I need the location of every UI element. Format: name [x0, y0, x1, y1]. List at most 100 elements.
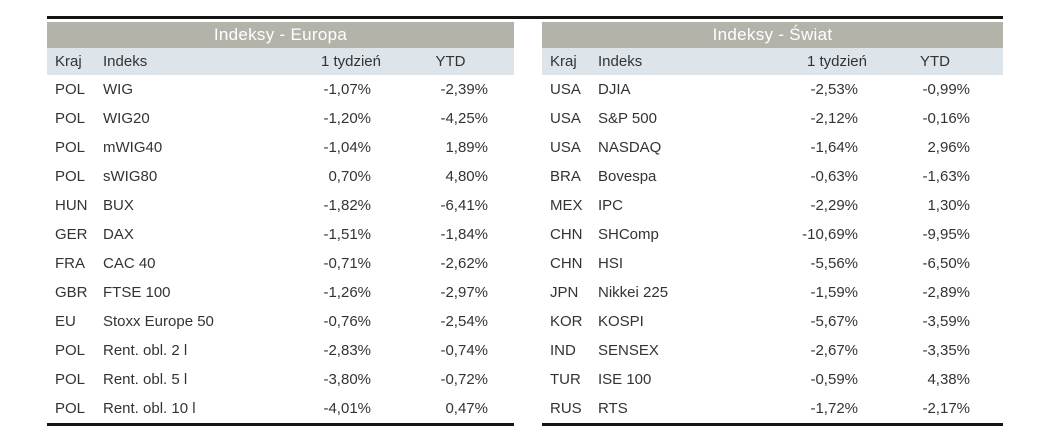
cell-kraj: FRA [55, 255, 85, 272]
cell-ytd: -2,54% [440, 313, 488, 330]
cell-indeks: ISE 100 [598, 371, 652, 388]
cell-week: -1,64% [810, 139, 858, 156]
table-row: POL mWIG40 -1,04% 1,89% [47, 133, 514, 162]
col-header-indeks: Indeks [598, 53, 643, 70]
cell-week: -1,82% [323, 197, 371, 214]
cell-indeks: HSI [598, 255, 624, 272]
cell-indeks: FTSE 100 [103, 284, 171, 301]
cell-week: -2,29% [810, 197, 858, 214]
cell-week: -2,83% [323, 342, 371, 359]
cell-ytd: -9,95% [922, 226, 970, 243]
table-title-europa: Indeksy - Europa [47, 22, 514, 48]
cell-indeks: Rent. obl. 2 l [103, 342, 188, 359]
cell-indeks: BUX [103, 197, 134, 214]
table-title-swiat: Indeksy - Świat [542, 22, 1003, 48]
bottom-rule-swiat [542, 423, 1003, 426]
cell-kraj: TUR [550, 371, 581, 388]
table-row: CHN HSI -5,56% -6,50% [542, 249, 1003, 278]
cell-week: -0,76% [323, 313, 371, 330]
cell-ytd: -2,89% [922, 284, 970, 301]
cell-week: -1,04% [323, 139, 371, 156]
cell-indeks: Nikkei 225 [598, 284, 669, 301]
cell-indeks: WIG [103, 81, 133, 98]
cell-week: -2,53% [810, 81, 858, 98]
cell-ytd: -6,41% [440, 197, 488, 214]
cell-ytd: -0,16% [922, 110, 970, 127]
cell-kraj: CHN [550, 226, 583, 243]
table-row: BRA Bovespa -0,63% -1,63% [542, 162, 1003, 191]
cell-week: -0,71% [323, 255, 371, 272]
table-row: JPN Nikkei 225 -1,59% -2,89% [542, 278, 1003, 307]
col-header-kraj: Kraj [550, 53, 577, 70]
table-indeksy-europa: Indeksy - Europa Kraj Indeks 1 tydzień Y… [47, 22, 514, 426]
cell-ytd: -0,74% [440, 342, 488, 359]
cell-kraj: CHN [550, 255, 583, 272]
cell-week: 0,70% [328, 168, 371, 185]
cell-kraj: HUN [55, 197, 88, 214]
cell-kraj: BRA [550, 168, 581, 185]
table-row: GER DAX -1,51% -1,84% [47, 220, 514, 249]
cell-week: -0,59% [810, 371, 858, 388]
cell-indeks: Rent. obl. 5 l [103, 371, 188, 388]
cell-indeks: sWIG80 [103, 168, 158, 185]
cell-indeks: CAC 40 [103, 255, 156, 272]
table-row: KOR KOSPI -5,67% -3,59% [542, 307, 1003, 336]
col-header-week: 1 tydzień [320, 53, 381, 70]
cell-kraj: USA [550, 81, 581, 98]
col-header-ytd: YTD [435, 53, 466, 70]
cell-kraj: GER [55, 226, 88, 243]
cell-week: -5,56% [810, 255, 858, 272]
cell-kraj: EU [55, 313, 76, 330]
cell-kraj: USA [550, 139, 581, 156]
col-header-kraj: Kraj [55, 53, 82, 70]
cell-indeks: IPC [598, 197, 624, 214]
cell-kraj: JPN [550, 284, 579, 301]
cell-kraj: POL [55, 81, 86, 98]
cell-ytd: -3,35% [922, 342, 970, 359]
table-row: CHN SHComp -10,69% -9,95% [542, 220, 1003, 249]
cell-week: -3,80% [323, 371, 371, 388]
cell-ytd: -2,39% [440, 81, 488, 98]
cell-week: -1,59% [810, 284, 858, 301]
cell-ytd: 1,89% [445, 139, 488, 156]
cell-ytd: -4,25% [440, 110, 488, 127]
col-header-ytd: YTD [920, 53, 950, 70]
cell-indeks: DAX [103, 226, 134, 243]
cell-kraj: POL [55, 342, 86, 359]
cell-ytd: -0,72% [440, 371, 488, 388]
table-row: POL Rent. obl. 5 l -3,80% -0,72% [47, 365, 514, 394]
cell-indeks: NASDAQ [598, 139, 662, 156]
table-row: POL WIG -1,07% -2,39% [47, 75, 514, 104]
swiat-header-row: Kraj Indeks 1 tydzień YTD [542, 48, 1003, 75]
cell-week: -1,26% [323, 284, 371, 301]
cell-kraj: GBR [55, 284, 88, 301]
col-header-indeks: Indeks [103, 53, 148, 70]
table-row: HUN BUX -1,82% -6,41% [47, 191, 514, 220]
cell-kraj: RUS [550, 400, 582, 417]
cell-ytd: 0,47% [445, 400, 488, 417]
swiat-table: Kraj Indeks 1 tydzień YTD USA DJIA -2,53… [542, 48, 1003, 423]
cell-kraj: KOR [550, 313, 583, 330]
cell-week: -1,72% [810, 400, 858, 417]
cell-week: -2,67% [810, 342, 858, 359]
table-row: USA DJIA -2,53% -0,99% [542, 75, 1003, 104]
cell-kraj: POL [55, 400, 86, 417]
table-row: TUR ISE 100 -0,59% 4,38% [542, 365, 1003, 394]
cell-week: -1,07% [323, 81, 371, 98]
europa-header-row: Kraj Indeks 1 tydzień YTD [47, 48, 514, 75]
cell-week: -5,67% [810, 313, 858, 330]
table-row: POL sWIG80 0,70% 4,80% [47, 162, 514, 191]
table-row: GBR FTSE 100 -1,26% -2,97% [47, 278, 514, 307]
cell-indeks: KOSPI [598, 313, 644, 330]
cell-indeks: Stoxx Europe 50 [103, 313, 214, 330]
table-row: USA NASDAQ -1,64% 2,96% [542, 133, 1003, 162]
cell-indeks: Rent. obl. 10 l [103, 400, 196, 417]
cell-kraj: USA [550, 110, 581, 127]
cell-kraj: POL [55, 371, 86, 388]
table-row: POL WIG20 -1,20% -4,25% [47, 104, 514, 133]
cell-week: -1,51% [323, 226, 371, 243]
cell-kraj: POL [55, 110, 86, 127]
cell-indeks: SHComp [598, 226, 659, 243]
table-indeksy-swiat: Indeksy - Świat Kraj Indeks 1 tydzień YT… [542, 22, 1003, 426]
cell-indeks: Bovespa [598, 168, 657, 185]
